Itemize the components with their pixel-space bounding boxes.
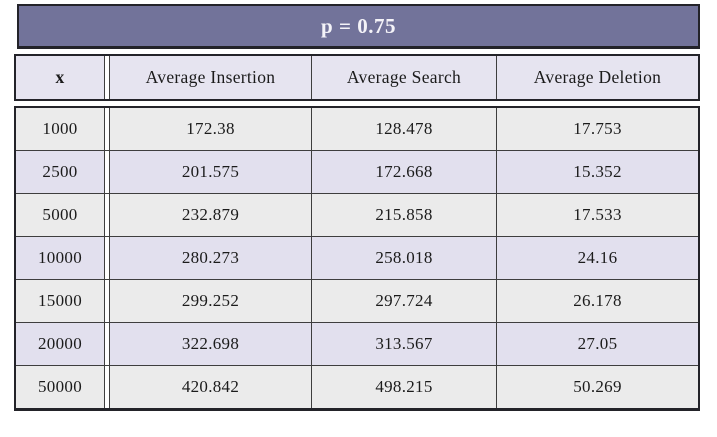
table-cell: 172.668 bbox=[312, 151, 497, 193]
table-cell: 20000 bbox=[38, 334, 82, 353]
table-cell: 50.269 bbox=[573, 377, 622, 396]
double-rule-divider bbox=[104, 366, 110, 408]
table-title: p = 0.75 bbox=[321, 13, 396, 38]
table-cell: 17.753 bbox=[573, 119, 622, 138]
table-cell: 128.478 bbox=[312, 108, 497, 150]
double-rule-divider bbox=[104, 56, 110, 99]
table-cell: 17.533 bbox=[573, 205, 622, 224]
table-cell: 232.879 bbox=[110, 194, 312, 236]
column-header-average-insertion: Average Insertion bbox=[110, 56, 312, 99]
table-cell: 27.05 bbox=[577, 334, 618, 353]
table-row: 1000 172.38 128.478 17.753 bbox=[16, 108, 698, 150]
table-cell: 258.018 bbox=[312, 237, 497, 279]
table-row: 10000 280.273 258.018 24.16 bbox=[16, 236, 698, 279]
column-header-average-search: Average Search bbox=[312, 56, 497, 99]
table-cell: 299.252 bbox=[110, 280, 312, 322]
results-table: p = 0.75 x Average Insertion Average Sea… bbox=[14, 4, 700, 411]
table-cell: 172.38 bbox=[110, 108, 312, 150]
table-cell: 420.842 bbox=[110, 366, 312, 408]
double-rule-divider bbox=[104, 108, 110, 150]
table-body: 1000 172.38 128.478 17.753 2500 201.575 172.66… bbox=[14, 106, 700, 411]
table-row: 20000 322.698 313.567 27.05 bbox=[16, 322, 698, 365]
table-cell: 313.567 bbox=[312, 323, 497, 365]
double-rule-divider bbox=[104, 323, 110, 365]
table-header-row: x Average Insertion Average Search Avera… bbox=[14, 54, 700, 101]
table-cell: 297.724 bbox=[312, 280, 497, 322]
table-cell: 498.215 bbox=[312, 366, 497, 408]
table-cell: 10000 bbox=[38, 248, 82, 267]
column-header-x: x bbox=[55, 67, 65, 87]
table-cell: 1000 bbox=[42, 119, 78, 138]
table-row: 2500 201.575 172.668 15.352 bbox=[16, 150, 698, 193]
table-cell: 2500 bbox=[42, 162, 78, 181]
double-rule-divider bbox=[104, 151, 110, 193]
table-cell: 5000 bbox=[42, 205, 78, 224]
double-rule-divider bbox=[104, 237, 110, 279]
double-rule-divider bbox=[104, 280, 110, 322]
table-cell: 50000 bbox=[38, 377, 82, 396]
table-title-bar: p = 0.75 bbox=[17, 4, 700, 49]
table-cell: 322.698 bbox=[110, 323, 312, 365]
table-cell: 15000 bbox=[38, 291, 82, 310]
table-cell: 280.273 bbox=[110, 237, 312, 279]
table-row: 5000 232.879 215.858 17.533 bbox=[16, 193, 698, 236]
table-cell: 215.858 bbox=[312, 194, 497, 236]
table-row: 50000 420.842 498.215 50.269 bbox=[16, 365, 698, 408]
table-cell: 201.575 bbox=[110, 151, 312, 193]
table-row: 15000 299.252 297.724 26.178 bbox=[16, 279, 698, 322]
table-cell: 26.178 bbox=[573, 291, 622, 310]
table-cell: 15.352 bbox=[573, 162, 622, 181]
table-cell: 24.16 bbox=[577, 248, 618, 267]
double-rule-divider bbox=[104, 194, 110, 236]
column-header-average-deletion: Average Deletion bbox=[533, 67, 662, 87]
